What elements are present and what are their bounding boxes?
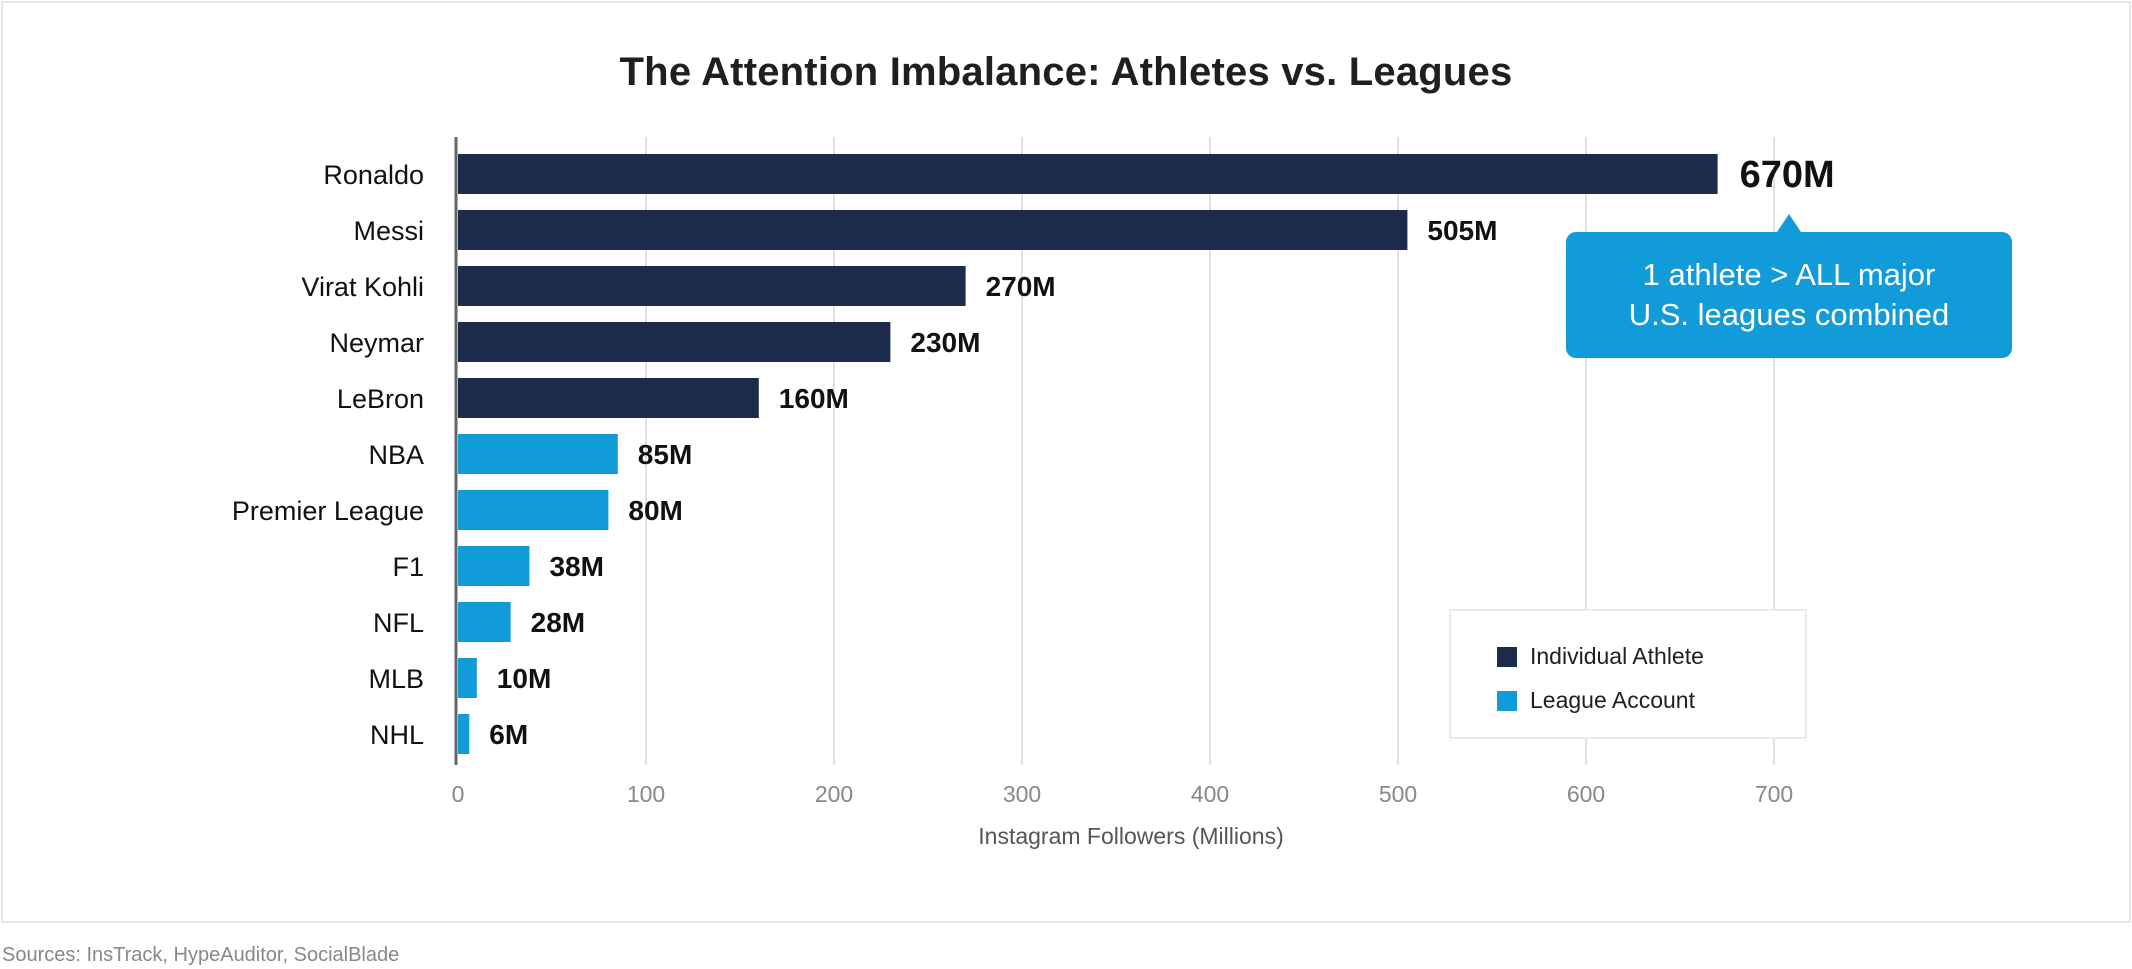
x-tick-label: 700 <box>1755 781 1793 807</box>
bar <box>458 266 966 306</box>
category-label: NBA <box>368 440 424 470</box>
legend-label-athlete: Individual Athlete <box>1530 643 1704 669</box>
value-label: 160M <box>779 383 849 414</box>
value-label: 80M <box>628 495 682 526</box>
bar <box>458 602 511 642</box>
legend-swatch-league <box>1497 690 1517 711</box>
legend-swatch-athlete <box>1497 646 1517 667</box>
category-label: F1 <box>392 552 424 582</box>
x-tick-label: 600 <box>1567 781 1605 807</box>
x-tick-label: 400 <box>1191 781 1229 807</box>
category-label: Messi <box>353 216 424 246</box>
category-label: NHL <box>370 720 424 750</box>
annotation-callout: 1 athlete > ALL major U.S. leagues combi… <box>1566 232 2012 358</box>
legend: Individual Athlete League Account <box>1449 609 1807 739</box>
legend-item-athlete: Individual Athlete <box>1497 643 1704 670</box>
bar <box>458 714 470 754</box>
bar <box>458 490 609 530</box>
value-label: 28M <box>531 607 585 638</box>
bar <box>458 546 530 586</box>
callout-line-1: 1 athlete > ALL major <box>1642 257 1936 292</box>
category-label: MLB <box>368 664 424 694</box>
x-tick-label: 0 <box>452 781 465 807</box>
value-label: 505M <box>1427 215 1497 246</box>
callout-line-2: U.S. leagues combined <box>1628 297 1950 332</box>
category-label: NFL <box>373 608 424 638</box>
value-label: 670M <box>1740 154 1835 196</box>
value-label: 85M <box>638 439 692 470</box>
value-label: 6M <box>489 719 528 750</box>
category-label: Virat Kohli <box>301 272 424 302</box>
category-label: LeBron <box>337 384 424 414</box>
x-tick-label: 100 <box>627 781 665 807</box>
bar <box>458 378 759 418</box>
chart-title: The Attention Imbalance: Athletes vs. Le… <box>619 50 1513 94</box>
x-tick-label: 300 <box>1003 781 1041 807</box>
x-tick-label: 500 <box>1379 781 1417 807</box>
legend-item-league: League Account <box>1497 687 1695 714</box>
bar <box>458 210 1408 250</box>
bar <box>458 658 477 698</box>
bar <box>458 434 618 474</box>
category-label: Neymar <box>329 328 424 358</box>
x-axis-title: Instagram Followers (Millions) <box>978 823 1283 849</box>
bar <box>458 154 1718 194</box>
sources-footer: Sources: InsTrack, HypeAuditor, SocialBl… <box>2 944 400 966</box>
category-label: Ronaldo <box>323 160 424 190</box>
value-label: 230M <box>910 327 980 358</box>
legend-label-league: League Account <box>1530 687 1695 713</box>
bar <box>458 322 891 362</box>
x-tick-label: 200 <box>815 781 853 807</box>
value-label: 270M <box>986 271 1056 302</box>
value-label: 10M <box>497 663 551 694</box>
value-label: 38M <box>549 551 603 582</box>
callout-pointer <box>1777 214 1801 232</box>
category-label: Premier League <box>232 496 424 526</box>
